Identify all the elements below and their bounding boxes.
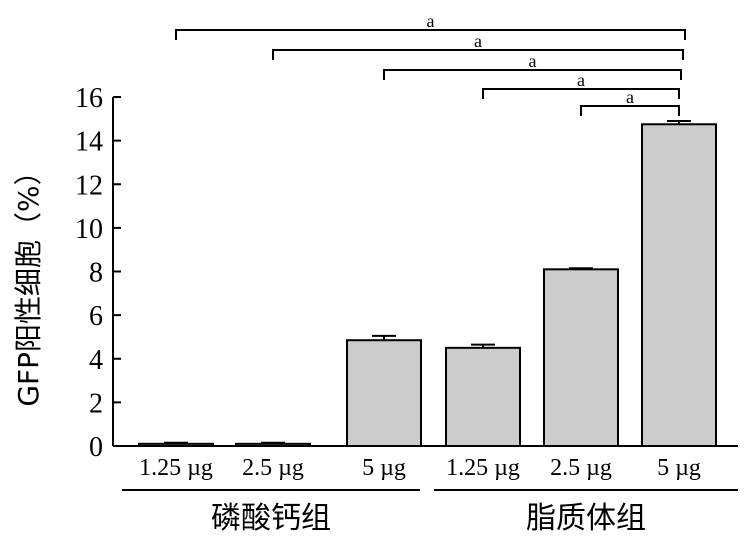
significance-bracket [272, 49, 684, 60]
bar [543, 268, 619, 447]
significance-label: a [577, 70, 585, 90]
group-label: 脂质体组 [526, 501, 646, 536]
y-tick-label: 16 [75, 83, 103, 114]
group-label: 磷酸钙组 [211, 501, 331, 536]
category-label: 1.25 µg [446, 455, 520, 481]
bar [641, 123, 717, 447]
y-axis-label: GFP阳性细胞（%） [12, 157, 45, 406]
bar [235, 442, 311, 448]
bars [138, 119, 717, 448]
significance-bracket [580, 105, 680, 116]
y-tick-label: 0 [89, 432, 103, 463]
significance-bracket [482, 88, 680, 99]
y-tick-label: 12 [75, 170, 103, 201]
significance-label: a [427, 11, 435, 31]
category-label: 5 µg [362, 455, 406, 481]
y-tick-label: 6 [89, 301, 103, 332]
y-tick-label: 14 [75, 127, 103, 158]
y-tick-label: 4 [89, 345, 103, 376]
category-labels: 1.25 µg 2.5 µg 5 µg 1.25 µg 2.5 µg 5 µg [139, 455, 701, 481]
category-label: 1.25 µg [139, 455, 213, 481]
bar [138, 442, 214, 448]
y-axis: 0 2 4 6 8 10 12 14 16 [75, 83, 738, 463]
y-tick-label: 8 [89, 258, 103, 289]
significance-label: a [474, 31, 482, 51]
significance-label: a [529, 51, 537, 71]
significance-bracket [383, 69, 682, 80]
significance-label: a [626, 87, 634, 107]
y-tick-label: 10 [75, 214, 103, 245]
category-label: 2.5 µg [242, 455, 304, 481]
significance-bracket [175, 29, 686, 40]
bar [445, 346, 521, 447]
category-label: 5 µg [657, 455, 701, 481]
bar [346, 339, 422, 448]
group-labels: 磷酸钙组 脂质体组 [122, 489, 738, 536]
category-label: 2.5 µg [550, 455, 612, 481]
significance-brackets: a a a a a [175, 11, 686, 116]
y-tick-label: 2 [89, 388, 103, 419]
